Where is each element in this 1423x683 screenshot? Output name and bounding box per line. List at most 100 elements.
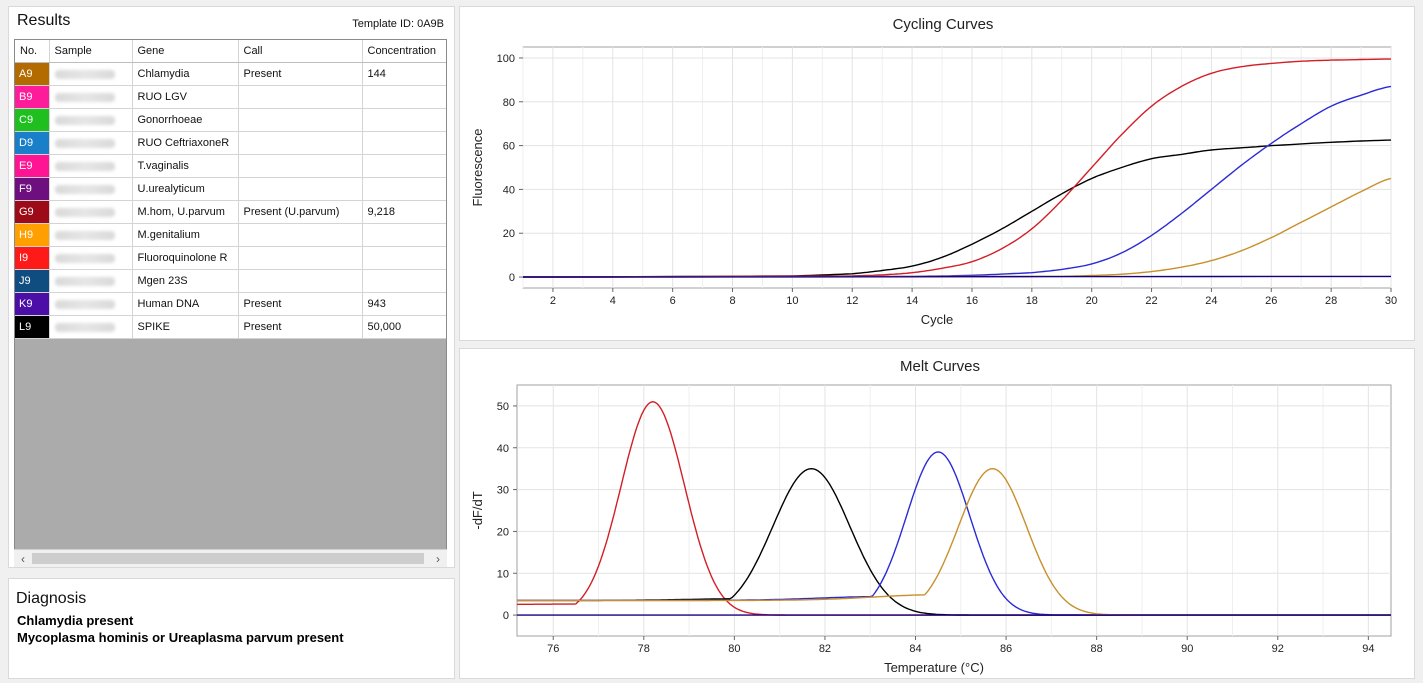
x-tick-label: 92 (1272, 643, 1284, 655)
y-tick-label: 0 (509, 272, 515, 284)
table-row[interactable]: G9 M.hom, U.parvum Present (U.parvum) 9,218 (15, 200, 446, 224)
redacted-sample-name (54, 184, 115, 194)
table-row[interactable]: D9 RUO CeftriaxoneR (15, 131, 446, 155)
sample-cell (49, 223, 133, 247)
sample-cell (49, 62, 133, 86)
concentration-cell (362, 177, 446, 201)
table-row[interactable]: L9 SPIKE Present 50,000 (15, 315, 446, 339)
redacted-sample-name (54, 230, 115, 240)
diagnosis-panel: Diagnosis Chlamydia present Mycoplasma h… (8, 578, 455, 679)
y-tick-label: 0 (503, 610, 509, 622)
concentration-cell: 50,000 (362, 315, 446, 339)
x-tick-label: 78 (638, 643, 650, 655)
x-tick-label: 2 (550, 295, 556, 307)
y-tick-label: 80 (503, 97, 515, 109)
y-tick-label: 20 (503, 228, 515, 240)
x-tick-label: 28 (1325, 295, 1337, 307)
call-cell: Present (238, 62, 363, 86)
call-cell (238, 269, 363, 293)
cycling-series-line (523, 177, 1392, 278)
concentration-cell: 144 (362, 62, 446, 86)
x-tick-label: 16 (966, 295, 978, 307)
call-cell: Present (U.parvum) (238, 200, 363, 224)
sample-cell (49, 131, 133, 155)
well-number-cell: C9 (15, 108, 50, 132)
table-row[interactable]: B9 RUO LGV (15, 85, 446, 109)
y-axis-label: Fluorescence (470, 128, 485, 206)
plot-area (516, 384, 1392, 637)
scrollbar-thumb[interactable] (32, 553, 424, 564)
sample-cell (49, 269, 133, 293)
y-tick-label: 60 (503, 141, 515, 153)
x-tick-label: 88 (1091, 643, 1103, 655)
y-tick-label: 100 (497, 53, 515, 65)
x-tick-label: 80 (728, 643, 740, 655)
concentration-cell (362, 154, 446, 178)
concentration-cell (362, 131, 446, 155)
x-tick-label: 82 (819, 643, 831, 655)
well-number-cell: E9 (15, 154, 50, 178)
x-tick-label: 86 (1000, 643, 1012, 655)
redacted-sample-name (54, 322, 115, 332)
y-tick-label: 30 (497, 485, 509, 497)
redacted-sample-name (54, 115, 115, 125)
call-cell (238, 131, 363, 155)
gene-cell: Fluoroquinolone R (132, 246, 239, 270)
column-header-sample[interactable]: Sample (49, 40, 133, 63)
well-number-cell: L9 (15, 315, 50, 339)
table-row[interactable]: A9 Chlamydia Present 144 (15, 62, 446, 86)
well-number-cell: J9 (15, 269, 50, 293)
x-tick-label: 20 (1086, 295, 1098, 307)
table-row[interactable]: J9 Mgen 23S (15, 269, 446, 293)
sample-cell (49, 154, 133, 178)
x-tick-label: 26 (1265, 295, 1277, 307)
melt-curves-chart: Melt Curves 76 78 80 82 84 86 88 90 92 94 0 10 20 30 40… (470, 358, 1392, 675)
results-grid[interactable]: No. Sample Gene Call Concentration A9 Chl… (14, 39, 447, 562)
well-number-cell: B9 (15, 85, 50, 109)
concentration-cell (362, 269, 446, 293)
diagnosis-title: Diagnosis (16, 590, 87, 607)
gene-cell: RUO CeftriaxoneR (132, 131, 239, 155)
gene-cell: Human DNA (132, 292, 239, 316)
x-tick-label: 4 (610, 295, 616, 307)
table-row[interactable]: I9 Fluoroquinolone R (15, 246, 446, 270)
table-row[interactable]: K9 Human DNA Present 943 (15, 292, 446, 316)
plot-area (522, 46, 1392, 289)
column-header-call[interactable]: Call (238, 40, 363, 63)
table-row[interactable]: E9 T.vaginalis (15, 154, 446, 178)
redacted-sample-name (54, 253, 115, 263)
call-cell (238, 223, 363, 247)
x-tick-label: 18 (1026, 295, 1038, 307)
gene-cell: Chlamydia (132, 62, 239, 86)
redacted-sample-name (54, 299, 115, 309)
gene-cell: M.hom, U.parvum (132, 200, 239, 224)
call-cell (238, 154, 363, 178)
chevron-right-icon[interactable]: › (436, 552, 440, 566)
column-header-gene[interactable]: Gene (132, 40, 239, 63)
column-header-concentration[interactable]: Concentration (362, 40, 446, 63)
x-axis-label: Temperature (°C) (884, 660, 984, 675)
table-row[interactable]: C9 Gonorrhoeae (15, 108, 446, 132)
x-tick-label: 14 (906, 295, 918, 307)
gene-cell: U.urealyticum (132, 177, 239, 201)
horizontal-scrollbar[interactable]: ‹ › (14, 549, 447, 567)
concentration-cell (362, 85, 446, 109)
table-row[interactable]: H9 M.genitalium (15, 223, 446, 247)
cycling-curves-panel: Cycling Curves 2 4 6 8 10 12 14 16 18 20 22 24 26 28 30… (459, 6, 1415, 341)
y-tick-label: 20 (497, 526, 509, 538)
results-panel: Results Template ID: 0A9B No. Sample Gen… (8, 6, 455, 568)
redacted-sample-name (54, 92, 115, 102)
chevron-left-icon[interactable]: ‹ (21, 552, 25, 566)
concentration-cell (362, 246, 446, 270)
diagnosis-line: Chlamydia present (17, 613, 134, 628)
redacted-sample-name (54, 276, 115, 286)
gene-cell: M.genitalium (132, 223, 239, 247)
x-tick-label: 84 (909, 643, 921, 655)
redacted-sample-name (54, 161, 115, 171)
column-header-no[interactable]: No. (15, 40, 50, 63)
y-tick-label: 50 (497, 401, 509, 413)
well-number-cell: K9 (15, 292, 50, 316)
table-row[interactable]: F9 U.urealyticum (15, 177, 446, 201)
sample-cell (49, 246, 133, 270)
